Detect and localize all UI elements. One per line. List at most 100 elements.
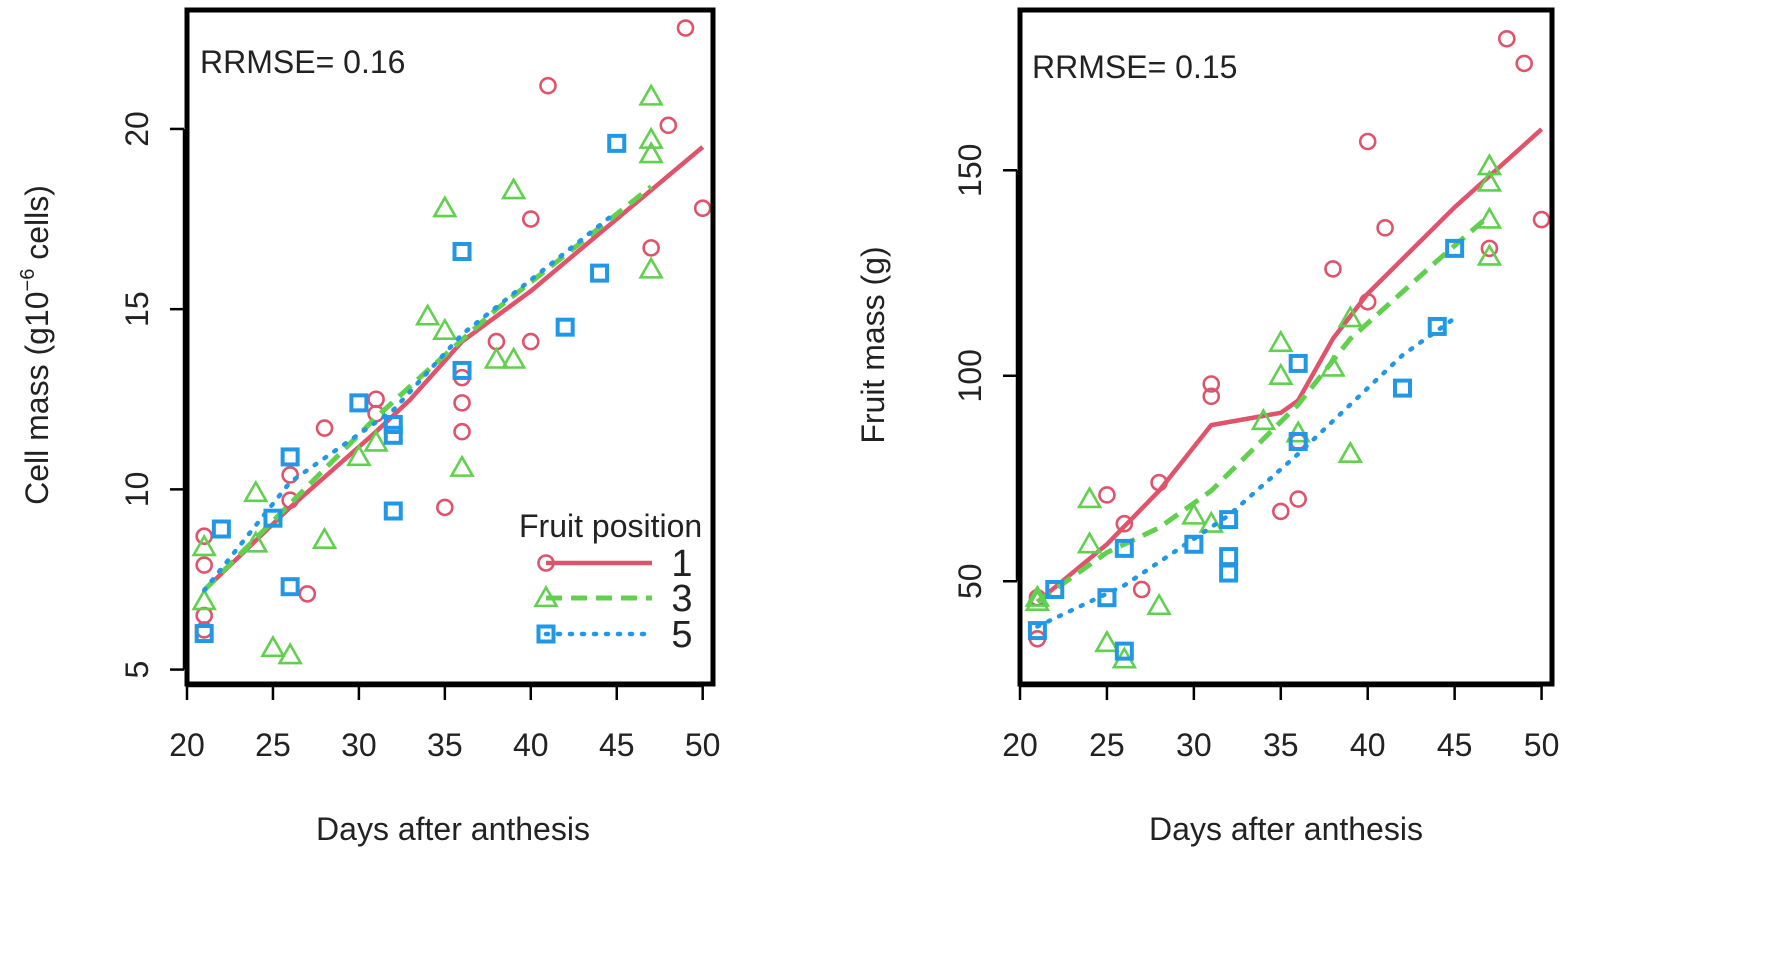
fruit-mass-rrmse-annotation: RRMSE= 0.15: [1032, 49, 1237, 85]
cell-mass-series-5-point: [280, 577, 300, 597]
cell-mass-series-3-point: [638, 126, 664, 149]
fruit-mass-series-3-point: [1076, 531, 1103, 554]
cell-mass-series-3-point: [191, 533, 217, 557]
cell-mass-series-1-point: [453, 422, 471, 441]
fruit-mass-series-1-point: [1497, 29, 1516, 48]
cell-mass-y-axis-title-exponent: −6: [17, 269, 39, 292]
cell-mass-series-3-point: [243, 530, 269, 553]
fruit-mass-series-1-point: [1115, 514, 1134, 533]
fruit-mass-series-5-point: [1288, 432, 1308, 452]
fruit-mass-x-axis: 20 25 30 35 40 45 50: [1002, 684, 1559, 763]
cell-mass-series-5-line: [201, 209, 619, 593]
cell-mass-x-tick-label: 45: [599, 727, 635, 763]
fruit-mass-series-1-point: [1132, 580, 1151, 599]
cell-mass-series-3-point: [483, 346, 510, 369]
cell-mass-series-5-point: [452, 241, 472, 261]
fruit-mass-x-tick-label: 30: [1176, 727, 1212, 763]
cell-mass-series-3-point: [638, 256, 664, 279]
fruit-mass-series-1-point: [1515, 54, 1533, 73]
fruit-mass-series-1-point: [1376, 219, 1394, 237]
fruit-mass-series-1-line: [1035, 127, 1544, 604]
cell-mass-series-1-point: [642, 239, 660, 257]
fruit-mass-x-tick-label: 25: [1089, 727, 1125, 763]
cell-mass-series-3-point: [500, 346, 527, 369]
cell-mass-series-3-point: [346, 443, 372, 467]
fruit-mass-x-tick-label: 20: [1002, 727, 1038, 763]
fruit-mass-series-3-point: [1320, 354, 1346, 377]
fruit-mass-series-1-point: [1271, 502, 1290, 521]
legend: Fruit position 135: [519, 508, 702, 656]
cell-mass-series-5-point: [607, 133, 627, 153]
legend-label-1: 1: [671, 543, 692, 585]
fruit-mass-series-3-point: [1250, 407, 1277, 431]
fruit-mass-series-1-point: [1202, 375, 1221, 393]
cell-mass-series-3-point: [414, 303, 441, 326]
fruit-mass-y-tick-label: 50: [952, 563, 988, 599]
fruit-mass-series-3-line: [1035, 213, 1492, 604]
fruit-mass-series-5-point: [1445, 238, 1465, 258]
cell-mass-series-1-point: [367, 390, 385, 409]
cell-mass-rrmse-annotation: RRMSE= 0.16: [200, 44, 405, 80]
fruit-mass-series-1-point: [1358, 292, 1377, 311]
cell-mass-series-1-point: [521, 332, 540, 351]
fruit-mass-series-5-point: [1219, 510, 1239, 530]
fruit-mass-y-tick-label: 150: [952, 144, 988, 197]
legend-marker-1: [537, 554, 555, 572]
cell-mass-series-3-point: [260, 634, 286, 658]
fruit-mass-series-3-point: [1076, 485, 1103, 509]
cell-mass-x-tick-label: 30: [341, 727, 377, 763]
fruit-mass-series-1-point: [1358, 132, 1377, 151]
fruit-mass-series-3-point: [1024, 584, 1051, 607]
fruit-mass-y-axis: 50 100 150: [952, 144, 1019, 599]
fruit-mass-series-5-point: [1184, 534, 1204, 554]
fruit-mass-y-tick-label: 100: [952, 349, 988, 402]
cell-mass-y-tick-label: 10: [119, 472, 155, 508]
fruit-mass-series-5-point: [1114, 641, 1134, 661]
fruit-mass-series-3-point: [1268, 329, 1294, 353]
fruit-mass-y-axis-title: Fruit mass (g): [855, 246, 891, 443]
fruit-mass-series-1-point: [1202, 387, 1221, 406]
cell-mass-series-3-line: [202, 184, 653, 593]
fruit-mass-series-1-point: [1532, 210, 1551, 229]
cell-mass-series-3-point: [638, 141, 664, 164]
fruit-mass-marks: [1024, 29, 1551, 669]
fruit-mass-series-3-point: [1285, 420, 1311, 443]
fruit-mass-series-3-point: [1024, 588, 1051, 611]
fruit-mass-series-5-point: [1219, 547, 1239, 567]
cell-mass-series-1-point: [436, 498, 454, 517]
fruit-mass-series-3-point: [1146, 592, 1172, 616]
cell-mass-marks: [191, 19, 712, 665]
cell-mass-series-3-point: [500, 177, 527, 200]
cell-mass-series-1-point: [521, 210, 540, 228]
fruit-mass-series-1-point: [1289, 490, 1307, 508]
fruit-mass-series-1-point: [1150, 473, 1168, 492]
cell-mass-x-tick-label: 35: [427, 727, 463, 763]
fruit-mass-series-3-point: [1181, 502, 1207, 525]
cell-mass-series-5-point: [280, 447, 300, 467]
cell-mass-series-5-point: [383, 425, 403, 445]
cell-mass-series-3-point: [432, 317, 458, 340]
fruit-mass-series-5-point: [1219, 563, 1239, 583]
fruit-mass-series-1-point: [1324, 260, 1342, 278]
cell-mass-series-3-point: [432, 195, 458, 218]
cell-mass-series-5-point: [555, 317, 575, 337]
fruit-mass-series-5-point: [1288, 353, 1308, 373]
legend-marker-3: [533, 584, 559, 608]
legend-label-5: 5: [671, 614, 692, 656]
cell-mass-plot-frame: [184, 7, 716, 687]
cell-mass-y-axis-title-main: Cell mass (g10: [19, 291, 55, 504]
fruit-mass-series-5-line: [1035, 315, 1457, 629]
fruit-mass-series-3-point: [1337, 305, 1364, 328]
fruit-mass-series-3-point: [1268, 362, 1294, 385]
cell-mass-series-5-point: [590, 263, 610, 283]
fruit-mass-series-3-point: [1337, 440, 1364, 464]
cell-mass-series-5-point: [452, 360, 472, 380]
cell-mass-y-tick-label: 15: [119, 291, 155, 327]
fruit-mass-series-5-point: [1045, 579, 1065, 599]
fruit-mass-x-axis-title: Days after anthesis: [1149, 811, 1423, 847]
cell-mass-series-5-point: [383, 501, 403, 521]
cell-mass-series-5-point: [383, 414, 403, 434]
cell-mass-series-5-point: [263, 508, 283, 528]
fruit-mass-x-tick-label: 45: [1437, 727, 1473, 763]
cell-mass-x-tick-label: 50: [685, 727, 721, 763]
